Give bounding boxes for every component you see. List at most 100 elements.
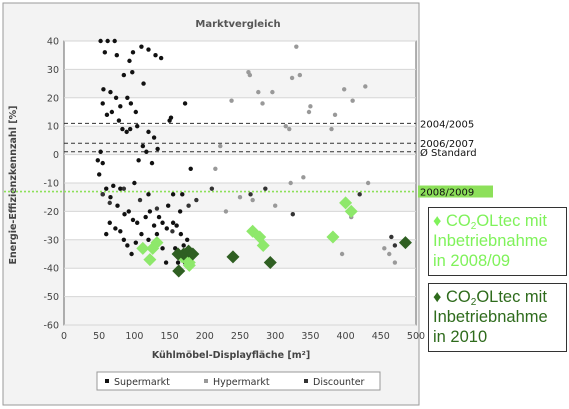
data-point (130, 217, 136, 223)
data-point (175, 260, 181, 265)
data-point (270, 89, 275, 95)
data-point (389, 234, 394, 240)
grid-band (64, 126, 416, 155)
data-point (229, 98, 234, 103)
data-point (125, 95, 130, 101)
grid-band (64, 239, 416, 269)
data-point (100, 160, 105, 166)
diamond-bullet-icon: ♦ (433, 288, 442, 306)
x-tick-label: 150 (161, 331, 179, 342)
reference-label: 2006/2007 (420, 139, 474, 150)
callout-dark-line2: Inbetriebnahme (433, 308, 548, 326)
data-point-diamond (326, 230, 340, 244)
callout-co2oltec-2008-09: ♦ CO2OLtec mit Inbetriebnahme in 2008/09 (428, 207, 567, 276)
x-tick-label: 500 (407, 331, 425, 342)
data-point (126, 209, 131, 214)
callout-light-line3: in 2008/09 (433, 252, 511, 270)
data-point (146, 47, 151, 52)
reference-label: Ø Standard (420, 147, 477, 159)
data-point (154, 206, 160, 211)
data-point (108, 195, 113, 200)
y-axis-label: Energie-Effizienzkennzahl [%] (8, 106, 19, 265)
x-tick-label: 450 (372, 331, 390, 342)
data-point (109, 109, 115, 115)
x-tick-label: 250 (231, 331, 249, 342)
data-point (116, 118, 122, 123)
data-point (105, 38, 110, 44)
data-point (121, 237, 127, 242)
data-point (118, 186, 123, 191)
data-point (124, 129, 129, 135)
callout-dark-line1: ♦ CO2OLtec mit (433, 287, 562, 308)
data-point (104, 186, 109, 191)
data-point (137, 197, 143, 203)
y-tick-labels: 40 30 20 10 0 -10 -20 -30 -40 -50 -60 (43, 37, 59, 332)
callout-light-sub: 2 (470, 221, 477, 232)
y-tick-label: 0 (53, 150, 59, 161)
callout-light-pre: CO (446, 212, 471, 230)
data-point (289, 75, 295, 81)
data-point (113, 226, 118, 231)
data-point (350, 98, 355, 103)
data-point (120, 126, 125, 132)
data-point (273, 203, 278, 208)
data-point (127, 58, 132, 64)
data-point-diamond (263, 256, 277, 270)
data-point (118, 104, 123, 109)
data-point (155, 146, 160, 152)
data-point (297, 72, 303, 78)
data-point (250, 197, 255, 203)
data-point (170, 229, 175, 234)
data-point (188, 166, 193, 171)
data-point (218, 143, 223, 149)
data-point (143, 214, 148, 220)
data-point (392, 260, 398, 265)
data-point (164, 226, 169, 231)
data-point-diamond (186, 247, 200, 261)
data-point (128, 101, 134, 106)
data-point (153, 53, 158, 58)
data-point (329, 126, 334, 132)
data-point (180, 192, 185, 197)
data-point (104, 231, 109, 237)
data-point (308, 104, 313, 109)
data-point (139, 44, 144, 49)
data-point (181, 243, 186, 248)
data-point (223, 209, 229, 214)
y-tick-label: -50 (43, 292, 59, 303)
legend-label-discounter: Discounter (313, 377, 365, 388)
data-point (163, 260, 169, 265)
data-point (248, 192, 253, 197)
data-point (382, 246, 387, 251)
chart-title: Marktvergleich (195, 19, 280, 30)
legend-label-supermarkt: Supermarkt (114, 377, 170, 388)
x-axis-label: Kühlmöbel-Displayfläche [m²] (152, 350, 310, 361)
legend: Supermarkt Hypermarkt Discounter (96, 371, 381, 391)
data-point (121, 72, 127, 78)
callout-light-post: OLtec mit (476, 212, 547, 230)
data-point (182, 101, 188, 106)
data-point (97, 172, 102, 177)
data-point (178, 231, 184, 237)
reference-label-highlight (418, 185, 493, 198)
data-point (133, 109, 139, 115)
data-point (290, 212, 295, 217)
callout-dark-line3: in 2010 (433, 328, 488, 346)
data-point (133, 240, 139, 245)
y-tick-label: 30 (47, 65, 59, 76)
data-point (127, 126, 133, 132)
data-point (387, 251, 392, 257)
data-point (185, 237, 190, 242)
callout-dark-post: OLtec mit (476, 288, 547, 306)
data-point (111, 183, 116, 189)
data-point (121, 186, 127, 191)
data-point (165, 203, 171, 208)
data-point (141, 81, 146, 86)
x-tick-label: 300 (266, 331, 284, 342)
data-point (363, 84, 368, 89)
data-point (101, 87, 106, 92)
data-point-diamond (150, 236, 164, 250)
data-point (151, 135, 157, 140)
x-tick-label: 400 (337, 331, 355, 342)
